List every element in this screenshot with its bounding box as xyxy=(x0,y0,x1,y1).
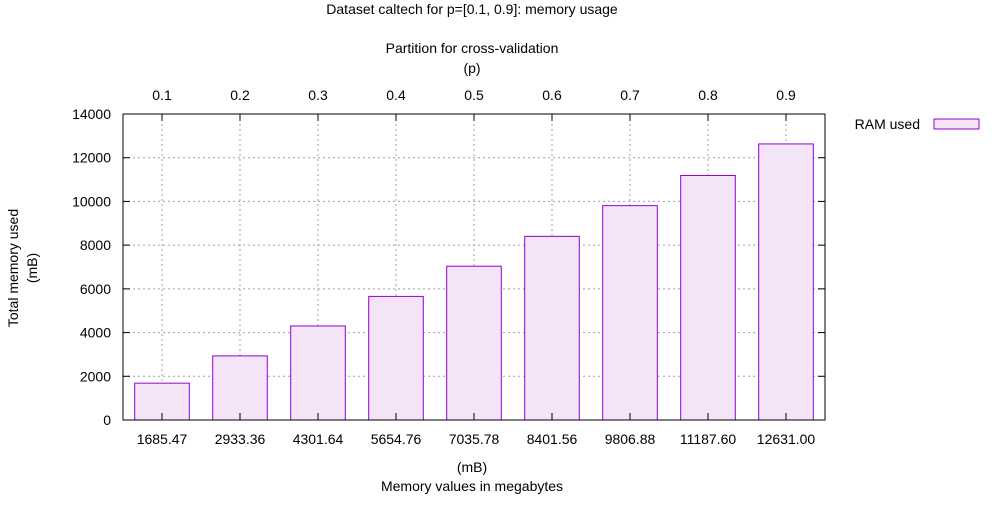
x-tick-label: 1685.47 xyxy=(137,431,188,447)
x-tick-label: 4301.64 xyxy=(293,431,344,447)
y-tick-label: 12000 xyxy=(72,150,111,166)
bar xyxy=(602,205,658,421)
y-tick-label: 6000 xyxy=(80,281,111,297)
bar xyxy=(212,355,268,421)
y-tick-label: 2000 xyxy=(80,368,111,384)
x2-tick-label: 0.9 xyxy=(776,87,796,103)
x-tick-label: 2933.36 xyxy=(215,431,266,447)
legend-swatch xyxy=(933,118,980,130)
y-axis-label-line2: (mB) xyxy=(24,253,40,283)
x-tick-label: 11187.60 xyxy=(680,431,737,447)
legend: RAM used xyxy=(855,116,980,132)
x2-tick-label: 0.6 xyxy=(542,87,562,103)
legend-label: RAM used xyxy=(855,116,920,132)
x2-axis-label-line1: Partition for cross-validation xyxy=(386,40,559,56)
chart-title: Dataset caltech for p=[0.1, 0.9]: memory… xyxy=(326,1,618,17)
x-tick-label: 8401.56 xyxy=(527,431,578,447)
y-tick-label: 0 xyxy=(103,412,111,428)
tick-marks: 0 2000 4000 6000 8000 10000 12000 14000 1685.47 0… xyxy=(72,87,825,447)
x2-tick-label: 0.5 xyxy=(464,87,484,103)
x-tick-label: 5654.76 xyxy=(371,431,422,447)
bar xyxy=(290,325,346,421)
y-tick-label: 4000 xyxy=(80,325,111,341)
x-axis-label-line2: Memory values in megabytes xyxy=(381,478,563,494)
x-tick-label: 12631.00 xyxy=(757,431,816,447)
x2-tick-label: 0.8 xyxy=(698,87,718,103)
y-tick-label: 10000 xyxy=(72,193,111,209)
bar xyxy=(446,265,502,421)
x2-tick-label: 0.3 xyxy=(308,87,328,103)
x2-axis-label-line2: (p) xyxy=(463,60,480,76)
bar xyxy=(524,235,580,421)
bar xyxy=(758,143,814,421)
bar xyxy=(368,295,424,421)
x-tick-label: 9806.88 xyxy=(605,431,656,447)
x2-tick-label: 0.2 xyxy=(230,87,250,103)
x2-tick-label: 0.1 xyxy=(152,87,172,103)
x2-tick-label: 0.7 xyxy=(620,87,640,103)
x2-tick-label: 0.4 xyxy=(386,87,406,103)
y-tick-label: 14000 xyxy=(72,106,111,122)
y-tick-label: 8000 xyxy=(80,237,111,253)
x-axis-label-line1: (mB) xyxy=(457,459,487,475)
bars xyxy=(134,143,814,421)
bar xyxy=(680,174,736,421)
x-tick-label: 7035.78 xyxy=(449,431,500,447)
y-axis-label-line1: Total memory used xyxy=(5,209,21,327)
